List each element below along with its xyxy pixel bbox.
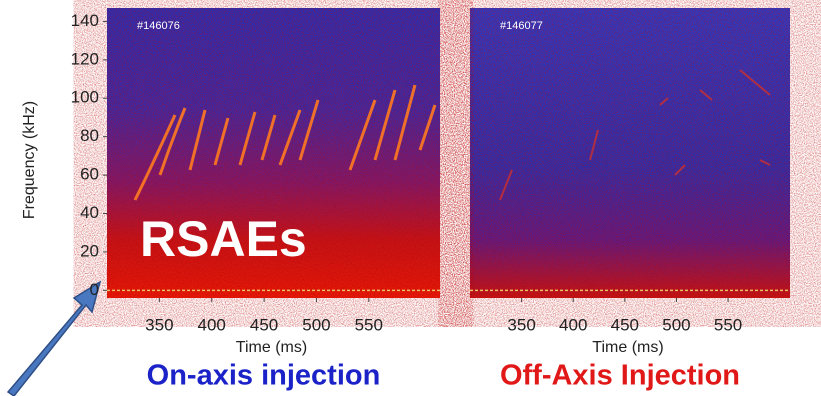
streaks	[133, 84, 437, 201]
y-tick-label: 20	[80, 241, 99, 260]
spectrogram-noise	[470, 8, 790, 298]
y-tick-label: 0	[90, 280, 99, 299]
x-tick-label: 550	[355, 315, 383, 334]
y-tick-label: 80	[80, 126, 99, 145]
x-tick-label: 400	[559, 315, 587, 334]
y-tick-label: 140	[71, 11, 99, 30]
y-tick-label: 100	[71, 88, 99, 107]
x-tick-label: 550	[714, 315, 742, 334]
x-tick-label: 450	[611, 315, 639, 334]
x-tick-label: 500	[662, 315, 690, 334]
x-tick-label: 350	[145, 315, 173, 334]
streaks	[499, 69, 771, 201]
shot-label: #146076	[137, 20, 180, 32]
shot-label: #146077	[500, 20, 543, 32]
x-axis-label: Time (ms)	[592, 339, 663, 356]
spectrogram-noise	[107, 8, 440, 298]
y-axis-label: Frequency (kHz)	[21, 101, 38, 219]
y-tick-label: 40	[80, 203, 99, 222]
y-tick-label: 120	[71, 49, 99, 68]
panel-caption: On-axis injection	[147, 360, 381, 392]
panel-caption: Off-Axis Injection	[500, 360, 740, 392]
x-tick-label: 350	[507, 315, 535, 334]
x-tick-label: 400	[198, 315, 226, 334]
annotation: RSAEs	[140, 211, 307, 267]
x-tick-label: 500	[302, 315, 330, 334]
x-axis-label: Time (ms)	[236, 339, 307, 356]
y-tick-label: 60	[80, 165, 99, 184]
arrow	[6, 280, 102, 396]
x-tick-label: 450	[250, 315, 278, 334]
